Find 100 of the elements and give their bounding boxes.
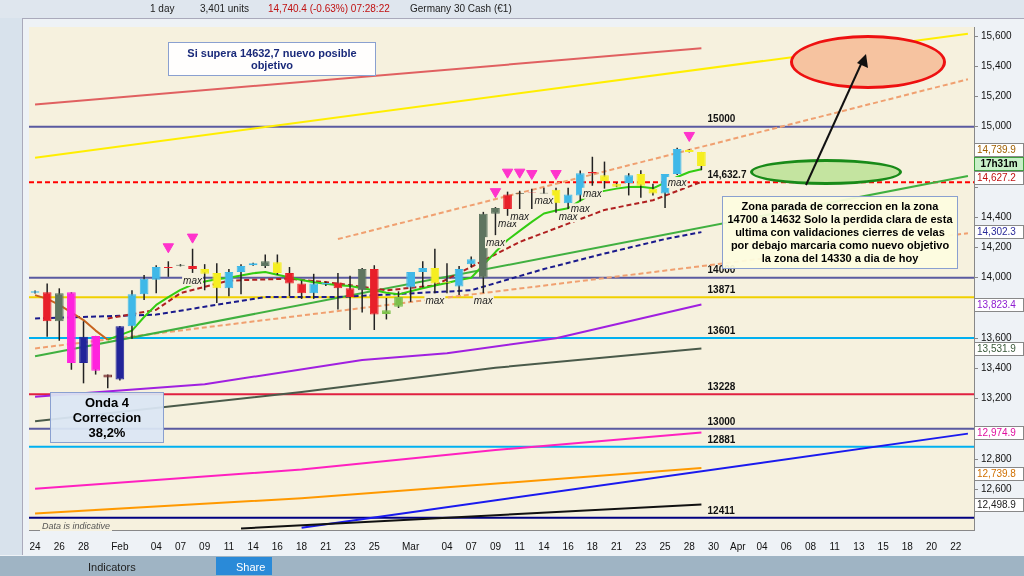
candlestick: [345, 275, 355, 331]
y-tick-label: 15,400: [981, 60, 1013, 72]
x-tick-label: Apr: [729, 540, 747, 552]
y-tick-label: 14,000: [981, 271, 1013, 283]
text: 1 day: [150, 3, 175, 14]
y-tick-label: 13,200: [981, 392, 1013, 404]
point: [501, 168, 514, 179]
candlestick: [357, 267, 367, 314]
ref-line-label: 15000: [707, 113, 736, 125]
y-tick-label: 15,200: [981, 90, 1013, 102]
candlestick: [236, 263, 246, 295]
x-tick-label: 04: [756, 540, 768, 552]
candlestick: [285, 266, 294, 297]
x-tick-label: 04: [150, 540, 163, 552]
candlestick: [188, 247, 197, 274]
x-tick-label: 04: [441, 540, 453, 552]
x-tick-label: 28: [77, 540, 90, 552]
x-tick-label: 26: [53, 540, 66, 552]
text: 14,739.9: [974, 143, 1024, 157]
point: [489, 188, 502, 199]
x-tick-label: 23: [344, 540, 357, 552]
text: 14,627.2: [974, 171, 1024, 185]
x-tick-label: 14: [538, 540, 550, 552]
annotation: Data is indicative: [40, 521, 113, 531]
text: 13,531.9: [974, 342, 1024, 356]
candlestick: [382, 297, 391, 321]
x-tick-label: 23: [635, 540, 647, 552]
text: 12,739.8: [974, 467, 1024, 481]
text: 3,401 units: [200, 3, 249, 14]
text: max: [485, 236, 505, 248]
text: max: [183, 274, 203, 286]
point: [186, 233, 199, 244]
ref-line-label: 14,632.7: [707, 168, 747, 180]
text: 13,823.4: [974, 298, 1024, 312]
x-tick-label: 18: [586, 540, 599, 552]
candlestick: [636, 169, 646, 199]
candlestick: [672, 147, 682, 176]
ref-line-label: 13601: [707, 324, 736, 336]
text: 17h31m: [974, 157, 1024, 171]
text: Share: [236, 561, 266, 573]
text: max: [667, 176, 687, 188]
candlestick: [406, 271, 415, 303]
y-tick-label: 12,800: [981, 452, 1013, 464]
text: max: [425, 294, 445, 306]
x-tick-label: 15: [877, 540, 890, 552]
x-tick-label: 11: [514, 540, 526, 552]
x-tick-label: 13: [853, 540, 865, 552]
x-tick-label: 14: [247, 540, 260, 552]
x-tick-label: 21: [611, 540, 623, 552]
text: 12,498.9: [974, 498, 1024, 512]
x-tick-label: 25: [368, 540, 381, 552]
ref-line-label: 13228: [707, 381, 736, 393]
point: [513, 168, 526, 179]
y-tick-label: 12,600: [981, 482, 1013, 494]
line-series: [106, 180, 703, 320]
x-tick-label: 07: [174, 540, 187, 552]
candlestick: [624, 172, 634, 197]
x-tick-label: 28: [683, 540, 696, 552]
x-tick-label: 06: [780, 540, 793, 552]
text: max: [534, 195, 554, 207]
y-tick-label: 13,400: [981, 362, 1013, 374]
text: max: [510, 210, 530, 222]
y-tick-label: 14,400: [981, 211, 1013, 223]
candlestick: [503, 190, 512, 217]
ref-line-label: 13000: [707, 415, 736, 427]
candlestick: [418, 260, 428, 289]
note-box: Si supera 14632,7 nuevo posible objetivo: [168, 42, 376, 76]
x-tick-label: 11: [223, 540, 235, 552]
x-tick-label: 21: [320, 540, 332, 552]
point: [162, 243, 175, 254]
candlestick: [151, 264, 161, 294]
point: [526, 170, 538, 181]
candlestick: [297, 279, 306, 300]
x-tick-label: 09: [489, 540, 502, 552]
x-tick-label: 08: [804, 540, 817, 552]
x-tick-label: 20: [926, 540, 938, 552]
y-tick-label: 14,200: [981, 241, 1013, 253]
x-tick-label: 16: [562, 540, 575, 552]
x-tick-label: 22: [950, 540, 962, 552]
x-tick-label: 07: [465, 540, 478, 552]
text: max: [570, 203, 590, 215]
candlestick: [491, 206, 500, 236]
x-tick-label: 24: [29, 540, 42, 552]
text: 14,302.3: [974, 225, 1024, 239]
point: [550, 170, 562, 181]
chart-title: Germany 30 Cash (€1): [410, 3, 512, 14]
x-tick-label: 30: [707, 540, 720, 552]
ref-line-label: 13871: [707, 283, 736, 295]
candlestick: [575, 169, 585, 203]
ref-line-label: 12881: [707, 433, 736, 445]
candlestick: [212, 262, 222, 304]
note-box: Onda 4 Correccion 38,2%: [50, 392, 164, 443]
x-tick-label: 18: [901, 540, 914, 552]
x-tick-label: Feb: [111, 540, 129, 552]
text: 14,740.4 (-0.63%) 07:28:22: [268, 3, 390, 14]
x-tick-label: 16: [271, 540, 284, 552]
text: max: [473, 294, 493, 306]
x-tick-label: 09: [199, 540, 211, 552]
candlestick: [200, 263, 210, 292]
candlestick: [600, 160, 609, 190]
